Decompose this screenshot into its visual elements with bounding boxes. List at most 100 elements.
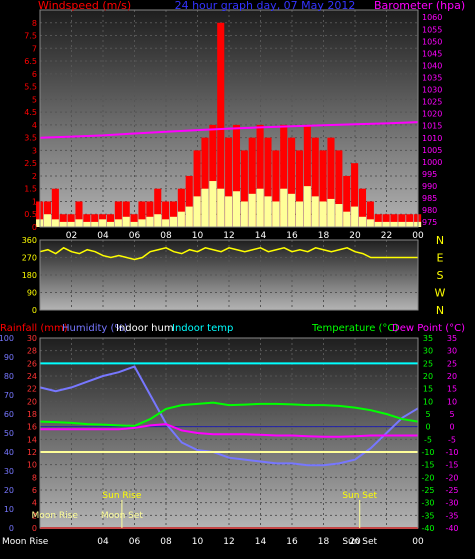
windspeed-bar: [295, 150, 304, 227]
gust-bar: [343, 211, 351, 227]
windspeed-bar: [162, 201, 170, 227]
windspeed-bar: [193, 150, 201, 227]
barometer-tick: 1010: [422, 134, 442, 143]
humidity-tick: 80: [4, 372, 14, 381]
sunset-label: Sun Set: [342, 491, 377, 501]
windspeed-bar: [138, 201, 146, 227]
wind-x-tick: 04: [97, 231, 109, 241]
gust-bar: [122, 216, 130, 227]
rain-tick: 18: [27, 410, 37, 419]
windspeed-bar: [91, 214, 99, 227]
temperature-tick: -15: [421, 461, 434, 470]
barometer-tick: 1060: [422, 13, 442, 22]
direction-tick: 270: [22, 254, 37, 263]
gust-bar: [59, 221, 67, 227]
temperature-axes: 0102030405060708090100024681012141618202…: [0, 334, 459, 547]
gust-bar: [185, 206, 193, 227]
humidity-tick: 30: [4, 467, 14, 476]
rain-tick: 14: [27, 435, 37, 444]
moonset-label: Moon Set: [101, 511, 144, 521]
gust-bar: [335, 204, 343, 227]
windspeed-bar: [146, 201, 154, 227]
wind-x-tick: 14: [255, 231, 267, 241]
gust-bar: [154, 214, 162, 227]
windspeed-bar: [311, 137, 319, 227]
temperature-frame: [39, 337, 419, 529]
dewpoint-tick: 35: [447, 334, 457, 343]
temperature-x-tick: 00: [412, 537, 424, 547]
gust-bar: [248, 193, 256, 227]
barometer-tick: 1055: [422, 25, 442, 34]
windspeed-tick: 3.5: [24, 134, 37, 143]
windspeed-tick: 5.5: [24, 83, 37, 92]
direction-tick: 180: [22, 271, 37, 280]
gust-bar: [83, 221, 91, 227]
gust-bar: [272, 201, 280, 227]
windspeed-bar: [154, 188, 162, 227]
temperature-tick: -25: [421, 486, 434, 495]
barometer-tick: 1030: [422, 86, 442, 95]
wind-x-tick: 12: [223, 231, 234, 241]
gust-bar: [280, 188, 288, 227]
dewpoint-tick: 25: [447, 359, 457, 368]
windspeed-bar: [83, 214, 91, 227]
windspeed-bar: [185, 175, 193, 227]
windspeed-tick: 3: [32, 146, 37, 155]
wind-title: 24 hour graph day, 07 May 2012: [175, 0, 356, 12]
direction-tick: 90: [27, 289, 37, 298]
moonrise-label: Moon Rise: [32, 511, 79, 521]
temperature-line: [39, 401, 419, 427]
barometer-tick: 1025: [422, 98, 442, 107]
wind-axes: 02 04 06 08 10 12 14 16 18 20 22 0000.511.522.533.5…: [24, 9, 442, 241]
rain-tick: 26: [27, 359, 37, 368]
windspeed-tick: 2: [32, 172, 37, 181]
gust-bar: [43, 214, 52, 227]
windspeed-bar: [280, 124, 288, 227]
windspeed-bar: [319, 150, 327, 227]
gust-bar: [382, 221, 390, 227]
windspeed-bar: [343, 175, 351, 227]
rain-tick: 8: [32, 473, 37, 482]
temperature-tick: -30: [421, 499, 434, 508]
temperature-tick: 35: [423, 334, 433, 343]
gust-bar: [75, 219, 83, 227]
gust-bar: [351, 206, 359, 227]
gust-bar: [256, 188, 264, 227]
windspeed-tick: 8: [32, 19, 37, 28]
dewpoint-tick: 0: [449, 423, 454, 432]
barometer-tick: 1020: [422, 110, 442, 119]
temperature-tick: 0: [425, 423, 430, 432]
temperature-x-tick: 06: [129, 537, 141, 547]
temperature-legend: Rainfall (mm)Humidity (%)Indoor humIndoo…: [0, 323, 465, 334]
compass-label: E: [437, 252, 444, 265]
wind-x-tick: 20: [349, 231, 361, 241]
gust-bar: [91, 221, 99, 227]
windspeed-bar: [288, 137, 296, 227]
temperature-x-tick: 16: [286, 537, 298, 547]
legend-item: Temperature (°C): [311, 323, 398, 334]
temperature-tick: -5: [424, 435, 432, 444]
gust-bar: [99, 219, 107, 227]
temperature-tick: -40: [421, 524, 434, 533]
windspeed-bar: [335, 150, 343, 227]
rain-tick: 24: [27, 372, 37, 381]
dewpoint-tick: 20: [447, 372, 457, 381]
windspeed-tick: 4.5: [24, 108, 37, 117]
temperature-x-tick: 18: [318, 537, 330, 547]
barometer-tick: 980: [422, 206, 437, 215]
gust-bar: [67, 221, 75, 227]
gust-bar: [130, 221, 138, 227]
gust-bar: [193, 196, 201, 227]
wind-x-tick: 18: [318, 231, 330, 241]
direction-series: [39, 246, 418, 261]
windspeed-bar: [406, 214, 414, 227]
temperature-x-tick: 14: [255, 537, 267, 547]
gust-bar: [398, 221, 406, 227]
windspeed-tick: 7.5: [24, 32, 37, 41]
windspeed-bar: [272, 150, 280, 227]
rain-tick: 0: [32, 524, 37, 533]
barometer-tick: 975: [422, 218, 437, 227]
gust-bar: [390, 221, 398, 227]
dewpoint-tick: -40: [445, 524, 458, 533]
windspeed-bar: [382, 214, 390, 227]
